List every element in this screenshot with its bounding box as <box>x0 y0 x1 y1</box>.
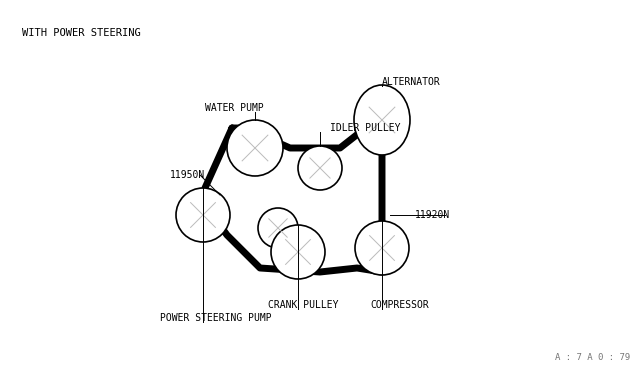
Ellipse shape <box>271 225 325 279</box>
Ellipse shape <box>258 208 298 248</box>
Ellipse shape <box>355 221 409 275</box>
Text: 11920N: 11920N <box>415 210 451 220</box>
Ellipse shape <box>354 85 410 155</box>
Text: A : 7 A 0 : 79: A : 7 A 0 : 79 <box>555 353 630 362</box>
Text: ALTERNATOR: ALTERNATOR <box>382 77 441 87</box>
Text: 11950N: 11950N <box>170 170 205 180</box>
Ellipse shape <box>227 120 283 176</box>
Ellipse shape <box>298 146 342 190</box>
Text: COMPRESSOR: COMPRESSOR <box>370 300 429 310</box>
Text: CRANK PULLEY: CRANK PULLEY <box>268 300 339 310</box>
Text: POWER STEERING PUMP: POWER STEERING PUMP <box>160 313 271 323</box>
Text: WITH POWER STEERING: WITH POWER STEERING <box>22 28 141 38</box>
Ellipse shape <box>176 188 230 242</box>
Text: IDLER PULLEY: IDLER PULLEY <box>330 123 401 133</box>
Text: WATER PUMP: WATER PUMP <box>205 103 264 113</box>
